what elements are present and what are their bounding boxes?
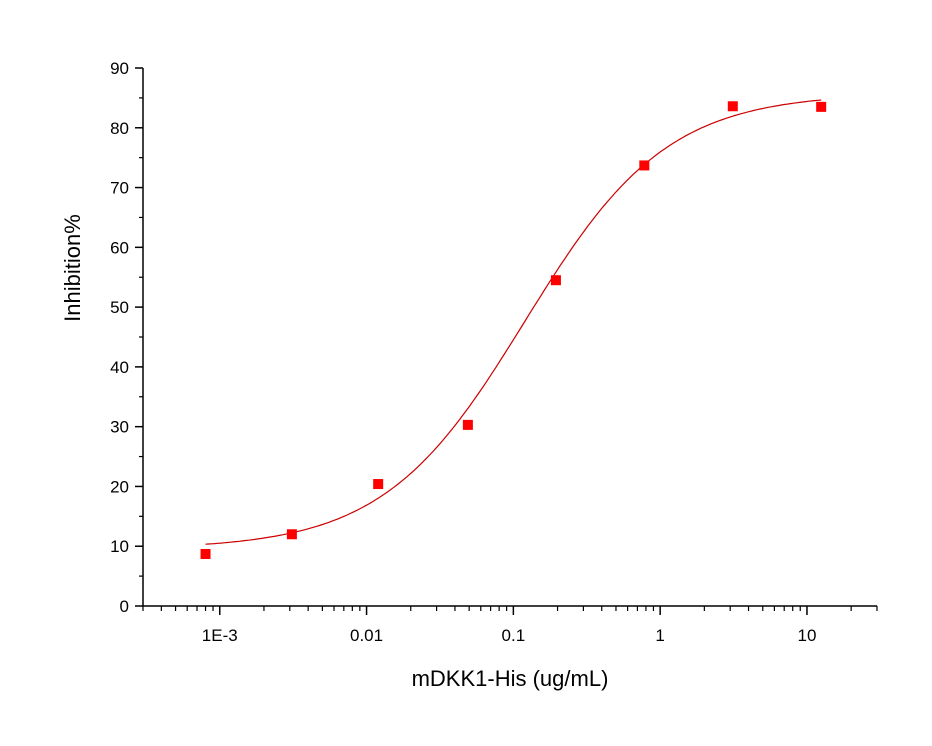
tick-labels: 0 10 20 30 40 50 60 70 80 90 1E-3 0.01 0.1 1 10 — [110, 59, 816, 645]
data-point — [286, 529, 297, 540]
y-tick-label: 10 — [110, 537, 129, 556]
data-point — [462, 419, 473, 430]
x-tick-label: 10 — [797, 626, 816, 645]
y-tick-label: 30 — [110, 418, 129, 437]
y-tick-label: 20 — [110, 477, 129, 496]
y-tick-label: 70 — [110, 179, 129, 198]
y-tick-label: 40 — [110, 358, 129, 377]
data-point — [373, 479, 384, 490]
fit-curve — [205, 99, 822, 545]
x-tick-label: 1E-3 — [202, 626, 238, 645]
y-tick-label: 90 — [110, 59, 129, 78]
y-tick-label: 80 — [110, 119, 129, 138]
axes — [135, 67, 878, 615]
y-tick-label: 60 — [110, 238, 129, 257]
y-axis-title: Inhibition% — [60, 214, 85, 322]
data-point — [639, 160, 650, 171]
x-tick-label: 1 — [655, 626, 664, 645]
fit-curve-group — [205, 99, 822, 545]
x-tick-label: 0.1 — [502, 626, 526, 645]
y-tick-label: 0 — [120, 597, 129, 616]
data-point — [200, 548, 211, 559]
data-point — [727, 101, 738, 112]
data-point — [816, 101, 827, 112]
x-tick-label: 0.01 — [350, 626, 383, 645]
x-axis-title: mDKK1-His (ug/mL) — [412, 666, 609, 691]
data-point — [550, 275, 561, 286]
data-points — [200, 101, 827, 559]
y-tick-label: 50 — [110, 298, 129, 317]
